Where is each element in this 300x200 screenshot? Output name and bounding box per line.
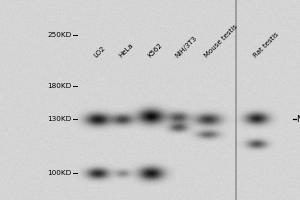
Text: Rat testis: Rat testis: [252, 32, 280, 59]
Text: NRD1: NRD1: [296, 114, 300, 123]
Text: LO2: LO2: [93, 45, 107, 59]
Text: NIH/3T3: NIH/3T3: [174, 35, 198, 59]
Text: 130KD: 130KD: [47, 116, 71, 122]
Text: 250KD: 250KD: [47, 32, 71, 38]
Text: Mouse testis: Mouse testis: [204, 24, 239, 59]
Text: 180KD: 180KD: [47, 83, 71, 89]
Text: HeLa: HeLa: [118, 42, 135, 59]
Text: K562: K562: [147, 42, 164, 59]
Text: 100KD: 100KD: [47, 170, 71, 176]
